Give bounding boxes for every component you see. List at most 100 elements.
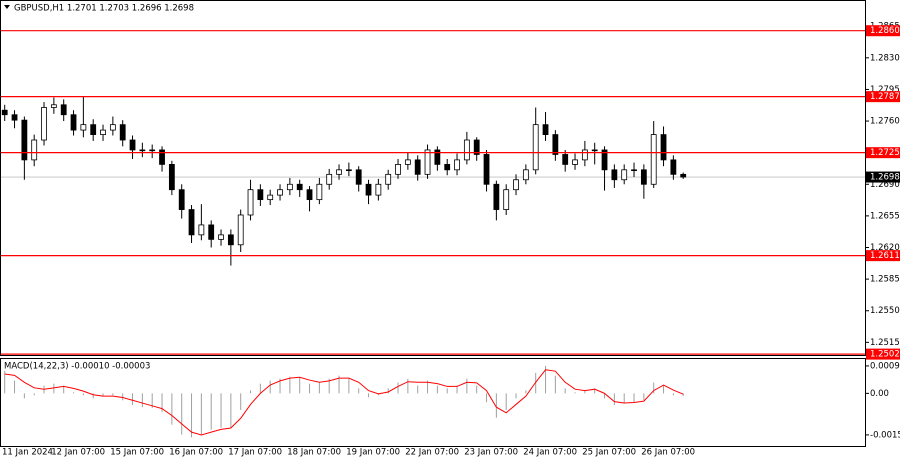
candle-body xyxy=(208,224,215,240)
candle-body xyxy=(60,104,67,116)
candle-body xyxy=(473,139,480,155)
level-box xyxy=(866,250,900,262)
candle-body xyxy=(355,169,362,185)
candle-body xyxy=(70,114,77,131)
candle-body xyxy=(591,149,598,152)
candle-body xyxy=(660,134,667,161)
x-tick-label: 19 Jan 07:00 xyxy=(346,448,400,458)
candle-body xyxy=(424,149,431,175)
level-label: 1.2860 xyxy=(870,26,900,36)
level-box xyxy=(866,147,900,159)
candle-body xyxy=(1,109,8,116)
x-tick-label: 25 Jan 07:00 xyxy=(582,448,636,458)
candle-body xyxy=(434,149,441,165)
x-tick-label: 23 Jan 07:00 xyxy=(464,448,518,458)
candle-body xyxy=(670,159,677,175)
grid xyxy=(1,25,869,436)
candle-body xyxy=(119,124,126,141)
candle-body xyxy=(227,234,234,246)
candle-body xyxy=(581,149,588,161)
x-tick-label: 15 Jan 07:00 xyxy=(110,448,164,458)
candle-body xyxy=(296,183,303,191)
x-tick-label: 24 Jan 07:00 xyxy=(523,448,577,458)
candle-body xyxy=(385,173,392,185)
candle-body xyxy=(503,189,510,210)
candle-body xyxy=(680,173,687,178)
candle-body xyxy=(11,114,18,121)
marks xyxy=(1,96,687,438)
candle-body xyxy=(109,124,116,131)
candle-body xyxy=(267,194,274,201)
candle-body xyxy=(149,149,156,152)
level-box xyxy=(866,348,900,360)
candle-body xyxy=(178,189,185,210)
candle-body xyxy=(493,183,500,210)
candle-body xyxy=(572,159,578,165)
overlay: 1.28651.28301.27951.27601.27251.26901.26… xyxy=(1,22,900,458)
candle-body xyxy=(345,169,352,172)
candle-body xyxy=(463,139,470,161)
y-tick-label: 0.00 xyxy=(870,389,889,399)
x-tick-label: 22 Jan 07:00 xyxy=(405,448,459,458)
signal-line xyxy=(4,369,684,436)
candle-body xyxy=(21,119,28,161)
y-tick-label: 1.2585 xyxy=(870,275,900,285)
candle-body xyxy=(188,209,195,236)
x-tick-label: 16 Jan 07:00 xyxy=(169,448,223,458)
y-tick-label: 1.2690 xyxy=(870,180,900,190)
candle-body xyxy=(395,164,401,175)
candle-body xyxy=(306,189,313,201)
y-tick-label: -0.0015 xyxy=(870,430,900,440)
candle-body xyxy=(326,173,333,185)
candle-body xyxy=(80,124,87,131)
candle-body xyxy=(218,234,224,240)
candle-body xyxy=(542,124,549,135)
x-tick-label: 11 Jan 2024 xyxy=(2,448,53,458)
current-price-label: 1.2698 xyxy=(870,173,900,183)
candle-body xyxy=(316,183,323,201)
candle-body xyxy=(237,214,244,246)
candle-body xyxy=(601,149,608,171)
candle-body xyxy=(444,164,451,171)
price-panel xyxy=(0,0,866,356)
candle-body xyxy=(100,129,106,135)
chart-title: GBPUSD,H1 1.2701 1.2703 1.2696 1.2698 xyxy=(14,4,194,14)
candle-body xyxy=(483,154,490,185)
candle-body xyxy=(286,183,293,191)
candle-body xyxy=(365,183,372,196)
y-tick-label: 1.2760 xyxy=(870,117,900,127)
candle-body xyxy=(562,154,569,165)
candle-body xyxy=(414,159,421,175)
y-tick-label: 0.00099 xyxy=(870,361,900,371)
candle-body xyxy=(336,169,342,175)
candle-body xyxy=(611,169,618,181)
level-label: 1.2502 xyxy=(870,350,900,360)
candle-body xyxy=(513,179,519,191)
candle-body xyxy=(621,169,628,181)
candle-body xyxy=(31,139,38,161)
candle-body xyxy=(129,139,136,151)
macd-panel xyxy=(0,358,866,447)
candle-body xyxy=(159,149,165,165)
candle-body xyxy=(139,149,146,152)
y-tick-label: 1.2655 xyxy=(870,211,900,221)
x-tick-label: 26 Jan 07:00 xyxy=(641,448,695,458)
candle-body xyxy=(247,189,254,216)
candle-body xyxy=(277,189,283,196)
candle-body xyxy=(404,159,411,165)
candle-body xyxy=(532,124,539,171)
y-tick-label: 1.2620 xyxy=(870,243,900,253)
y-tick-label: 1.2795 xyxy=(870,85,900,95)
candle-body xyxy=(50,104,57,108)
macd-title: MACD(14,22,3) -0.00010 -0.00003 xyxy=(4,362,150,372)
candle-body xyxy=(454,159,460,171)
candle-body xyxy=(198,224,205,236)
level-box xyxy=(866,25,900,37)
level-box xyxy=(866,91,900,103)
candle-body xyxy=(640,169,647,185)
y-tick-label: 1.2550 xyxy=(870,306,900,316)
x-tick-label: 18 Jan 07:00 xyxy=(287,448,341,458)
candle-body xyxy=(631,169,637,172)
